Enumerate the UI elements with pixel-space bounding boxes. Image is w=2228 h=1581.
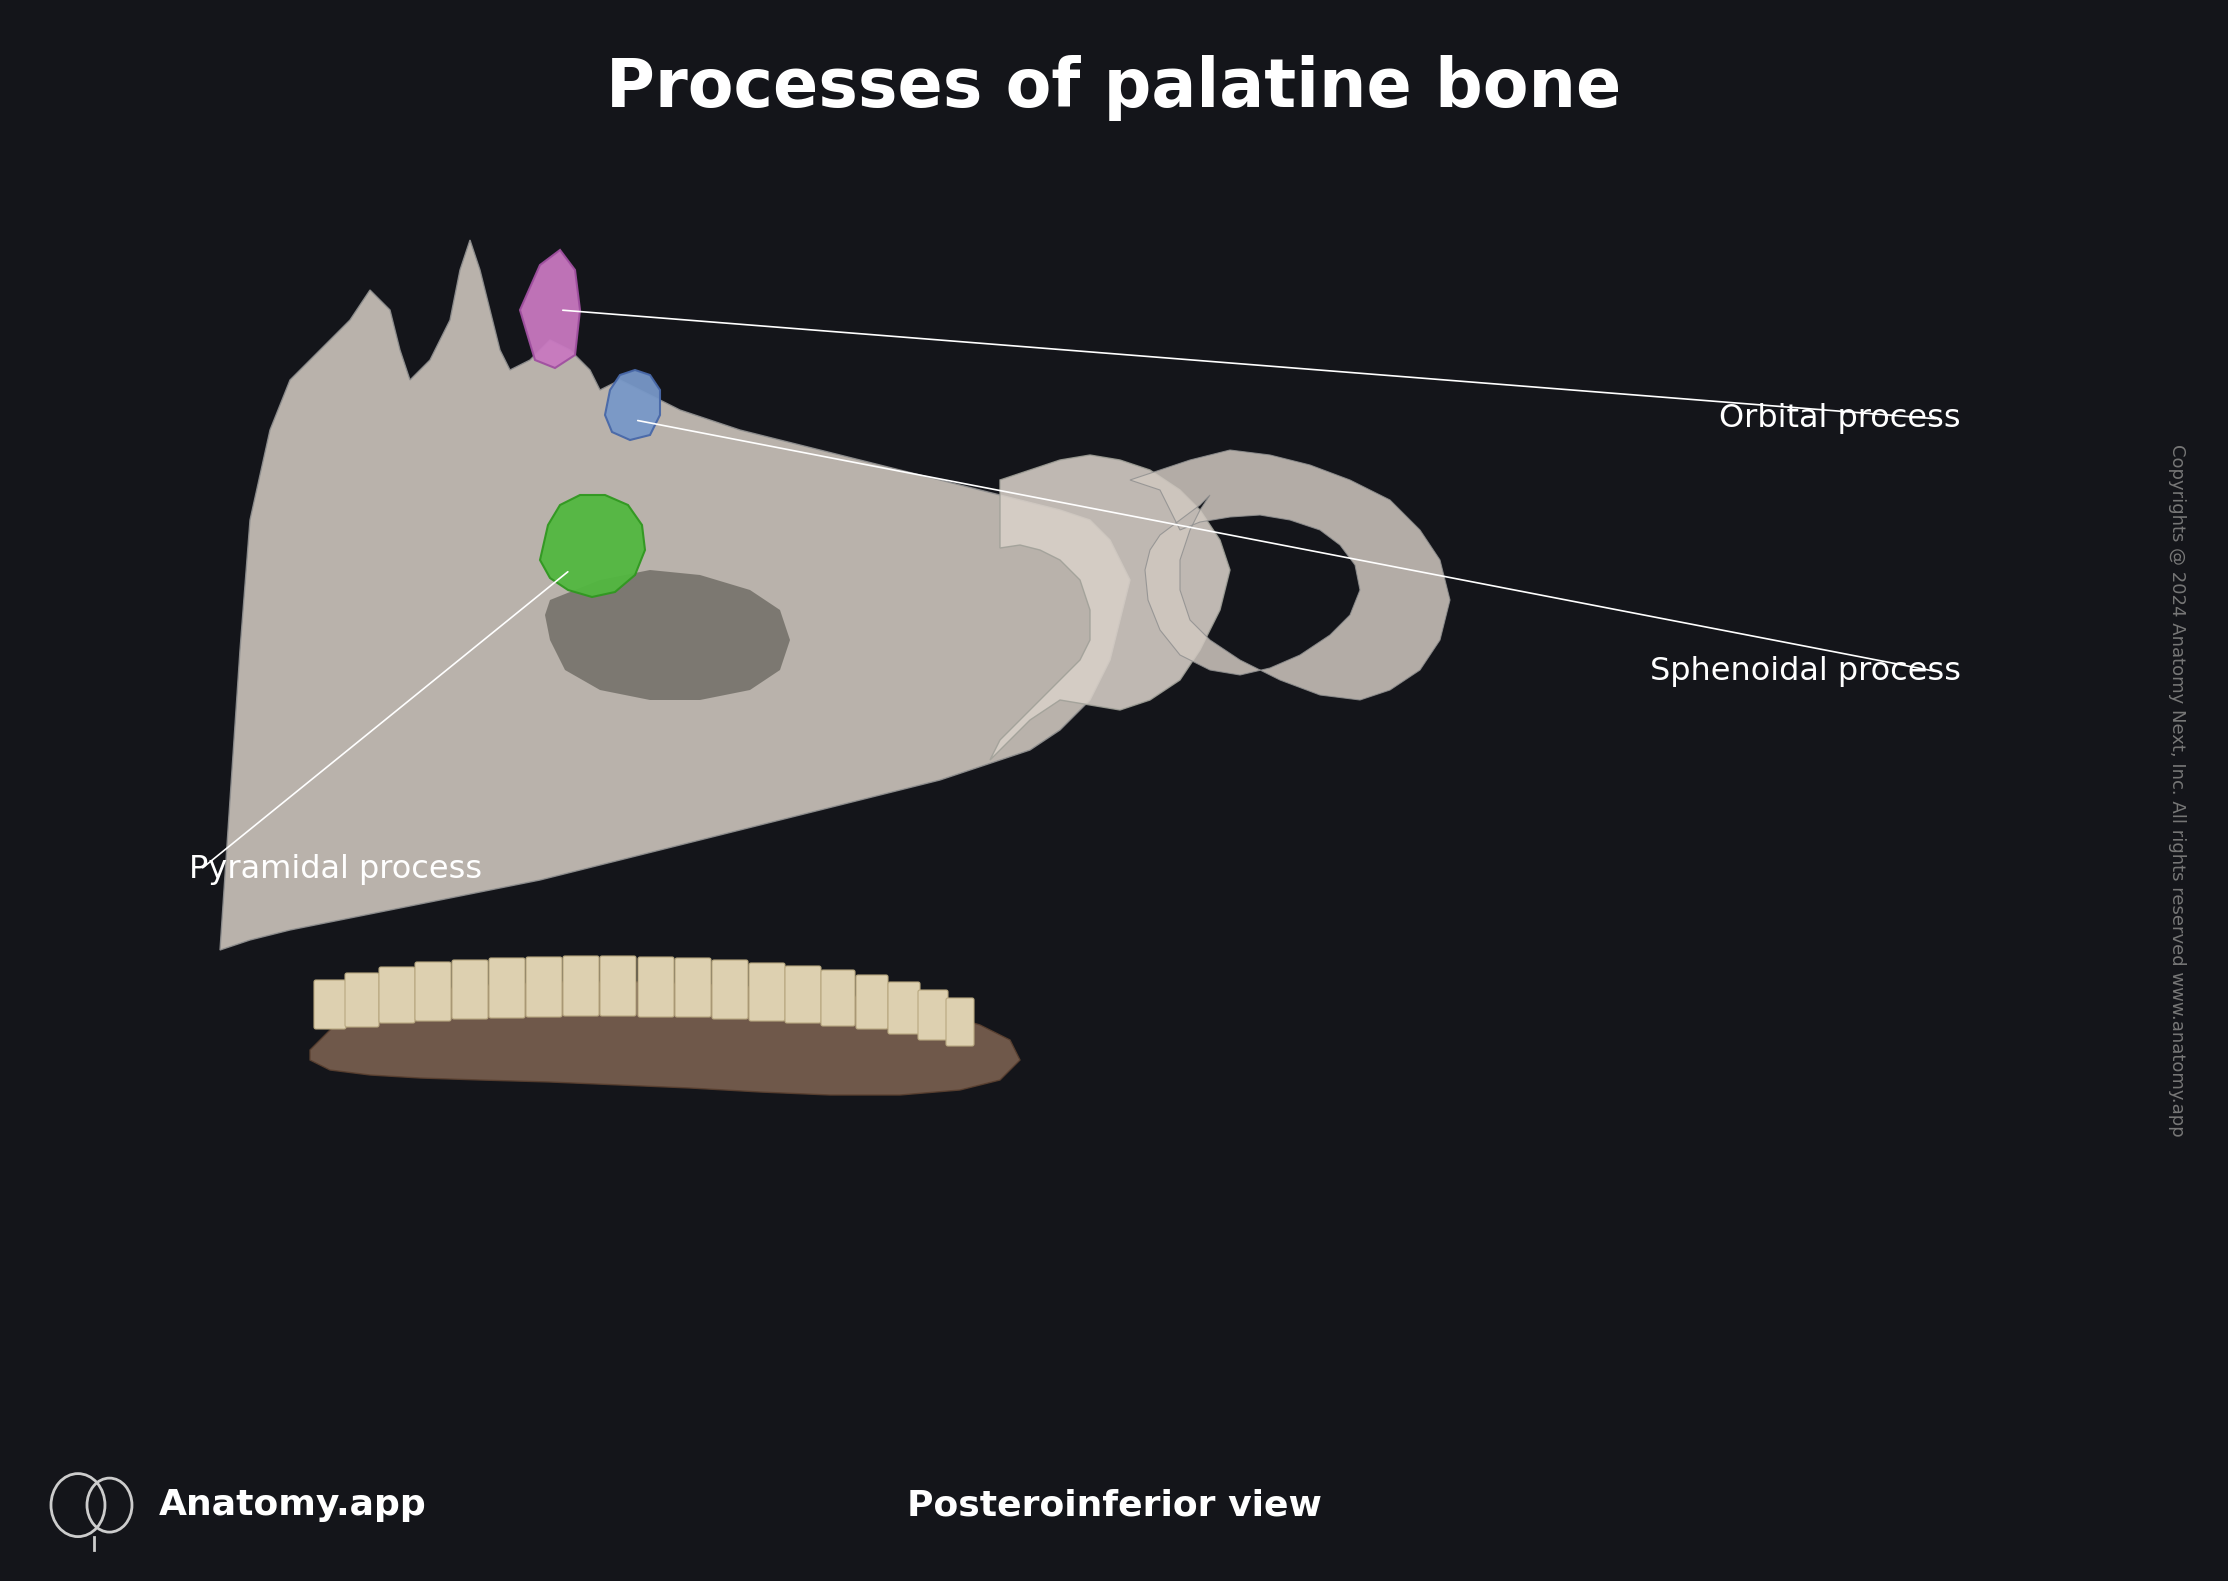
FancyBboxPatch shape xyxy=(889,982,920,1034)
FancyBboxPatch shape xyxy=(599,957,635,1017)
Polygon shape xyxy=(989,455,1230,760)
FancyBboxPatch shape xyxy=(784,966,820,1023)
Text: Orbital process: Orbital process xyxy=(1720,403,1961,435)
Text: Pyramidal process: Pyramidal process xyxy=(189,854,483,885)
FancyBboxPatch shape xyxy=(488,958,526,1018)
FancyBboxPatch shape xyxy=(713,960,749,1020)
FancyBboxPatch shape xyxy=(564,957,599,1017)
Polygon shape xyxy=(221,240,1130,950)
Polygon shape xyxy=(519,250,579,368)
FancyBboxPatch shape xyxy=(414,961,450,1021)
FancyBboxPatch shape xyxy=(749,963,784,1021)
FancyBboxPatch shape xyxy=(452,960,488,1020)
FancyBboxPatch shape xyxy=(675,958,711,1017)
FancyBboxPatch shape xyxy=(918,990,947,1040)
Polygon shape xyxy=(546,571,791,700)
FancyBboxPatch shape xyxy=(379,968,414,1023)
Polygon shape xyxy=(1130,451,1450,700)
Polygon shape xyxy=(606,370,659,440)
FancyBboxPatch shape xyxy=(856,975,889,1029)
FancyBboxPatch shape xyxy=(526,957,561,1017)
Text: Processes of palatine bone: Processes of palatine bone xyxy=(606,55,1622,122)
FancyBboxPatch shape xyxy=(820,971,856,1026)
Text: Posteroinferior view: Posteroinferior view xyxy=(907,1488,1321,1523)
Text: Anatomy.app: Anatomy.app xyxy=(158,1488,428,1523)
Polygon shape xyxy=(539,495,644,598)
Text: Copyrights @ 2024 Anatomy Next, Inc. All rights reserved www.anatomy.app: Copyrights @ 2024 Anatomy Next, Inc. All… xyxy=(2168,444,2186,1137)
FancyBboxPatch shape xyxy=(345,972,379,1028)
Text: Sphenoidal process: Sphenoidal process xyxy=(1649,656,1961,688)
FancyBboxPatch shape xyxy=(314,980,345,1029)
FancyBboxPatch shape xyxy=(947,998,974,1047)
Polygon shape xyxy=(310,982,1020,1096)
FancyBboxPatch shape xyxy=(637,957,675,1017)
